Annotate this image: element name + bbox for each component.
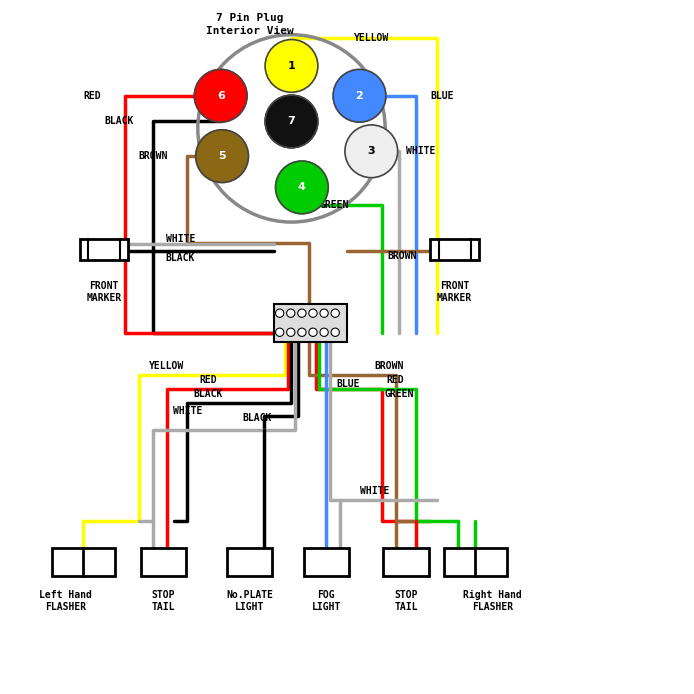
Text: 2: 2 — [355, 91, 364, 101]
Text: 7 Pin Plug
Interior View: 7 Pin Plug Interior View — [206, 12, 294, 36]
Text: RED: RED — [199, 375, 217, 385]
Circle shape — [320, 328, 328, 337]
Text: STOP
TAIL: STOP TAIL — [394, 590, 418, 612]
Circle shape — [309, 328, 317, 337]
Text: 6: 6 — [217, 91, 225, 101]
Text: BLACK: BLACK — [194, 389, 223, 399]
Text: FRONT
MARKER: FRONT MARKER — [87, 281, 121, 303]
Text: BLACK: BLACK — [242, 414, 271, 423]
Circle shape — [320, 309, 328, 317]
Circle shape — [196, 130, 248, 183]
Text: No.PLATE
LIGHT: No.PLATE LIGHT — [226, 590, 273, 612]
Circle shape — [309, 309, 317, 317]
Bar — [227, 548, 272, 576]
Circle shape — [298, 309, 306, 317]
Text: GREEN: GREEN — [319, 200, 348, 210]
Circle shape — [287, 309, 295, 317]
Text: GREEN: GREEN — [384, 389, 414, 399]
Circle shape — [331, 309, 339, 317]
Text: WHITE: WHITE — [173, 407, 202, 416]
Text: WHITE: WHITE — [166, 235, 195, 244]
Text: WHITE: WHITE — [406, 146, 435, 156]
Bar — [444, 548, 507, 576]
Text: 4: 4 — [298, 183, 306, 192]
Bar — [52, 548, 115, 576]
Text: BLACK: BLACK — [166, 253, 195, 263]
Circle shape — [298, 328, 306, 337]
Circle shape — [265, 95, 318, 148]
Text: 3: 3 — [368, 146, 375, 156]
Text: FRONT
MARKER: FRONT MARKER — [437, 281, 472, 303]
Text: BROWN: BROWN — [374, 362, 403, 371]
Text: BLACK: BLACK — [104, 117, 133, 126]
Text: WHITE: WHITE — [360, 486, 389, 496]
Bar — [303, 548, 348, 576]
Text: FOG
LIGHT: FOG LIGHT — [312, 590, 341, 612]
Circle shape — [276, 328, 284, 337]
Text: YELLOW: YELLOW — [354, 33, 389, 43]
Text: RED: RED — [83, 91, 101, 101]
Bar — [274, 304, 347, 341]
Bar — [140, 548, 185, 576]
Circle shape — [287, 328, 295, 337]
Text: 5: 5 — [219, 151, 226, 161]
Text: RED: RED — [387, 375, 405, 385]
Circle shape — [333, 69, 386, 122]
Text: Left Hand
FLASHER: Left Hand FLASHER — [40, 590, 92, 612]
Text: BROWN: BROWN — [388, 251, 417, 261]
Circle shape — [265, 40, 318, 92]
Bar — [383, 548, 428, 576]
Text: 1: 1 — [287, 61, 296, 71]
Circle shape — [276, 161, 328, 214]
Circle shape — [276, 309, 284, 317]
Text: BROWN: BROWN — [139, 151, 168, 161]
FancyBboxPatch shape — [430, 239, 479, 260]
Text: 7: 7 — [287, 117, 296, 126]
Circle shape — [331, 328, 339, 337]
Text: BLUE: BLUE — [337, 379, 360, 389]
Text: BLUE: BLUE — [430, 91, 454, 101]
Circle shape — [345, 125, 398, 178]
Text: Right Hand
FLASHER: Right Hand FLASHER — [464, 590, 522, 612]
Circle shape — [194, 69, 247, 122]
FancyBboxPatch shape — [80, 239, 128, 260]
Text: YELLOW: YELLOW — [149, 362, 184, 371]
Text: STOP
TAIL: STOP TAIL — [151, 590, 175, 612]
